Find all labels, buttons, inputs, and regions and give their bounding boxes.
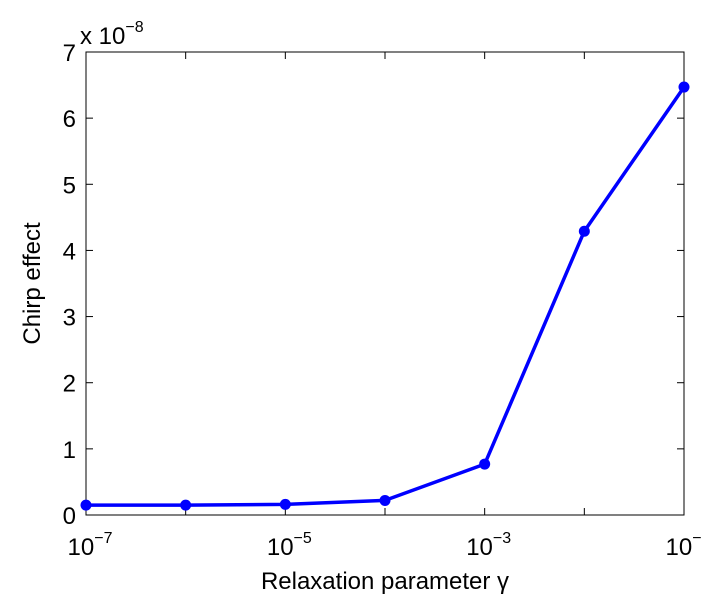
ticks-group: 10−710−510−310−101234567 xyxy=(63,40,702,561)
x-tick-base: 10 xyxy=(267,534,294,561)
y-tick-label: 7 xyxy=(63,40,76,67)
y-tick-label: 3 xyxy=(63,305,76,332)
y-tick-label: 2 xyxy=(63,371,76,398)
y-tick-label: 6 xyxy=(63,106,76,133)
x-tick-exponent: −3 xyxy=(493,530,511,547)
x-tick-exponent: −1 xyxy=(692,530,702,547)
x-axis-label: Relaxation parameter γ xyxy=(261,568,509,595)
x-tick-base: 10 xyxy=(466,534,493,561)
plot-area xyxy=(85,51,685,516)
x-tick-exponent: −5 xyxy=(294,530,312,547)
y-tick-label: 0 xyxy=(63,503,76,530)
y-multiplier-label: x 10−8 xyxy=(80,19,144,50)
x-tick-label: 10−5 xyxy=(267,530,312,561)
series-group xyxy=(80,81,690,511)
x-tick-exponent: −7 xyxy=(94,530,112,547)
x-tick-label: 10−7 xyxy=(68,530,113,561)
x-tick-label: 10−1 xyxy=(666,530,702,561)
data-point xyxy=(678,81,690,93)
data-point xyxy=(379,494,391,506)
data-point xyxy=(578,225,590,237)
data-point xyxy=(479,458,491,470)
data-point xyxy=(180,499,192,511)
y-tick-label: 5 xyxy=(63,172,76,199)
y-axis-label: Chirp effect xyxy=(19,222,46,345)
data-point xyxy=(80,499,92,511)
data-point xyxy=(279,498,291,510)
x-tick-base: 10 xyxy=(68,534,95,561)
y-tick-label: 1 xyxy=(63,437,76,464)
y-multiplier-exponent: −8 xyxy=(125,19,143,36)
x-tick-base: 10 xyxy=(666,534,693,561)
x-tick-label: 10−3 xyxy=(466,530,511,561)
labels-group: x 10−8 Relaxation parameter γ Chirp effe… xyxy=(19,19,509,595)
y-tick-label: 4 xyxy=(63,238,76,265)
y-multiplier-base: x 10 xyxy=(80,23,125,50)
